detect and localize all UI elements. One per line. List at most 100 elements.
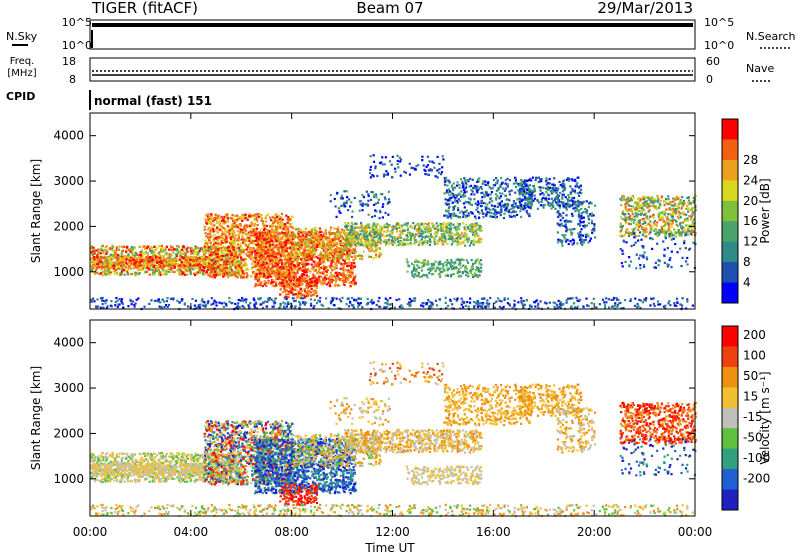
power-cell [166, 260, 170, 264]
power-cell [316, 271, 319, 274]
power-cell [254, 285, 257, 288]
power-cell [354, 257, 358, 261]
power-cell [305, 233, 308, 236]
power-cell [250, 214, 253, 217]
power-cell [270, 226, 273, 229]
power-cell [439, 227, 443, 230]
power-cell [301, 239, 304, 242]
power-cell [368, 249, 371, 253]
power-cell [263, 279, 266, 283]
power-cell [251, 259, 255, 262]
power-cell [207, 255, 210, 259]
power-cell [360, 239, 363, 242]
power-cell [324, 237, 327, 240]
power-cell [276, 263, 279, 266]
power-cell [229, 266, 232, 269]
power-cell [271, 243, 274, 246]
power-cell [397, 240, 400, 243]
power-cell [345, 242, 349, 245]
power-cell [224, 261, 228, 264]
power-cell [166, 268, 169, 271]
power-cell [249, 257, 252, 260]
power-cell [266, 251, 269, 254]
power-cell [348, 282, 351, 285]
power-cell [307, 242, 311, 245]
power-cell [294, 275, 298, 278]
power-cell [350, 255, 353, 259]
power-cell [269, 268, 272, 271]
power-cell [151, 273, 154, 276]
power-cell [234, 263, 237, 266]
power-cell [366, 234, 369, 238]
power-cell [401, 232, 404, 235]
power-cell [395, 223, 398, 226]
power-cell [457, 233, 460, 236]
power-cell [296, 234, 299, 237]
power-cell [318, 227, 322, 230]
power-cell [315, 286, 319, 290]
power-cell [291, 269, 295, 273]
power-cell [331, 259, 334, 262]
power-cell [256, 284, 259, 287]
power-cell [198, 249, 201, 252]
power-cell [104, 256, 107, 259]
power-cell [224, 272, 227, 275]
power-cell [391, 235, 394, 238]
power-cell [341, 279, 344, 282]
power-cell [375, 242, 378, 245]
power-cell [190, 252, 193, 255]
power-cell [299, 292, 302, 295]
power-cell [317, 254, 321, 257]
power-cell [214, 248, 218, 251]
power-cell [260, 266, 263, 269]
power-cell [353, 262, 356, 265]
power-cell [92, 249, 95, 252]
power-cell [449, 222, 452, 225]
power-cell [126, 262, 129, 266]
power-cell [195, 257, 199, 260]
power-cell [342, 264, 345, 267]
power-cell [208, 226, 211, 229]
power-cell [383, 196, 387, 199]
power-cell [472, 239, 476, 242]
power-cell [144, 258, 147, 261]
power-cell [192, 268, 195, 271]
power-cell [311, 234, 314, 238]
power-cell [284, 237, 287, 240]
power-cell [326, 239, 329, 242]
power-cell [345, 226, 348, 229]
power-cell [162, 250, 165, 253]
power-cell [202, 258, 205, 261]
power-cell [239, 217, 242, 220]
power-cell [373, 193, 376, 196]
power-cell [261, 231, 264, 234]
power-cell [248, 246, 251, 250]
power-cell [311, 293, 314, 296]
power-cell [100, 245, 104, 248]
power-cell [315, 233, 318, 236]
power-cell [209, 266, 212, 269]
power-cell [314, 268, 318, 272]
power-cell [101, 256, 105, 259]
power-cell [270, 219, 273, 222]
power-cell [354, 281, 357, 285]
power-cell [108, 256, 111, 260]
power-cell [447, 203, 451, 206]
power-cell [131, 263, 134, 267]
power-cell [302, 242, 305, 245]
power-cell [460, 231, 463, 235]
power-cell [217, 237, 220, 240]
power-cell [120, 259, 124, 262]
power-cell [144, 264, 147, 267]
power-cell [294, 248, 298, 252]
power-cell [218, 259, 221, 263]
power-cell [205, 271, 208, 274]
power-cell [109, 259, 112, 262]
power-cell [323, 276, 327, 279]
power-cell [303, 262, 306, 265]
power-cell [236, 276, 239, 279]
power-cell [352, 265, 355, 268]
power-cell [296, 260, 299, 263]
power-cell [241, 228, 244, 232]
power-cell [314, 285, 317, 288]
